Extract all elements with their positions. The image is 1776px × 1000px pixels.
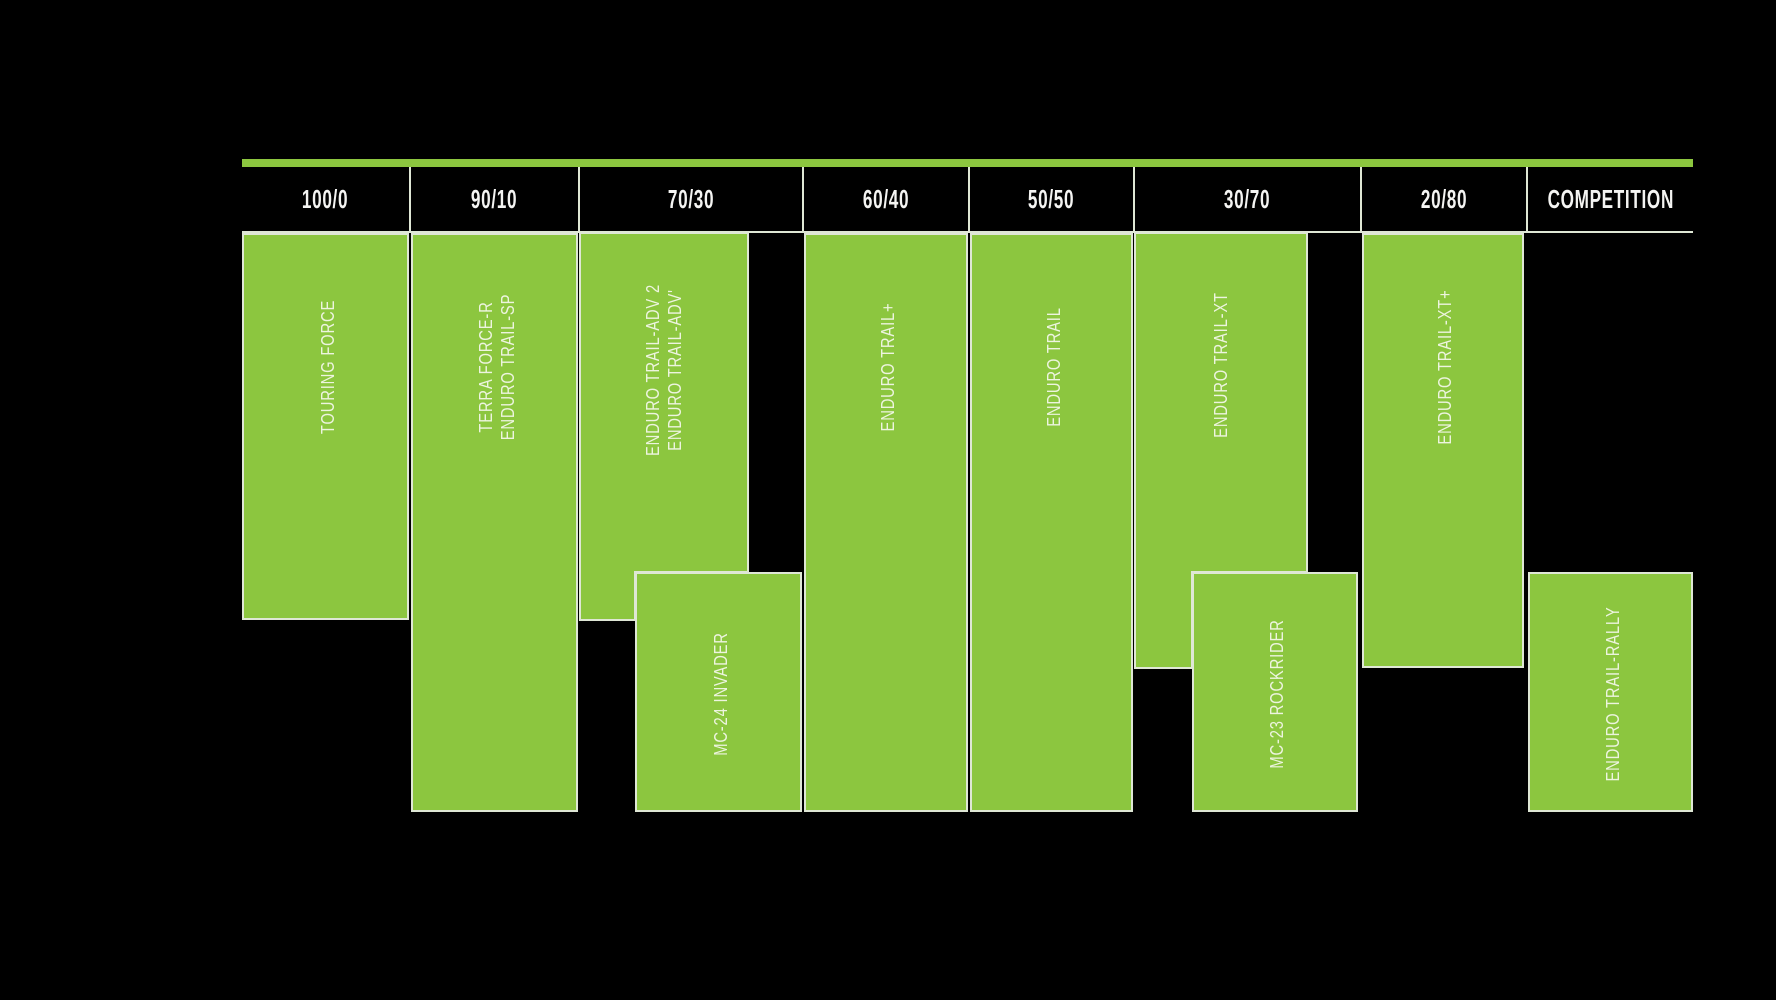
bar-enduro-trail-plus-label: ENDURO TRAIL+ xyxy=(878,302,898,432)
column-header-label: COMPETITION xyxy=(1547,183,1674,214)
column-header-50-50: 50/50 xyxy=(970,167,1135,231)
column-header-30-70: 30/70 xyxy=(1135,167,1362,231)
column-header-label: 20/80 xyxy=(1420,183,1468,214)
column-header-100-0: 100/0 xyxy=(242,167,411,231)
column-header-70-30: 70/30 xyxy=(580,167,804,231)
bar-mc-24-invader-label: MC-24 INVADER xyxy=(711,632,731,756)
column-header-20-80: 20/80 xyxy=(1362,167,1528,231)
bar-enduro-trail-rally-label: ENDURO TRAIL-RALLY xyxy=(1603,606,1623,782)
bar-enduro-trail-plus: ENDURO TRAIL+ xyxy=(804,233,968,812)
column-header-label: 60/40 xyxy=(862,183,910,214)
bar-enduro-trail: ENDURO TRAIL xyxy=(970,233,1133,812)
bar-touring-force-label: TOURING FORCE xyxy=(318,299,338,435)
column-header-90-10: 90/10 xyxy=(411,167,580,231)
bar-mc-24-invader: MC-24 INVADER xyxy=(635,572,802,812)
column-header-label: 100/0 xyxy=(302,183,349,214)
bar-enduro-trail-adv: ENDURO TRAIL-ADV 2 ENDURO TRAIL-ADV' xyxy=(579,232,749,621)
header-underline xyxy=(242,231,1693,233)
bar-mc-23-rockrider: MC-23 ROCKRIDER xyxy=(1192,572,1358,812)
column-header-label: 50/50 xyxy=(1028,183,1075,214)
bar-mc-23-rockrider-label: MC-23 ROCKRIDER xyxy=(1267,619,1287,769)
bar-terra-force-r-enduro-trail-sp: TERRA FORCE-R ENDURO TRAIL-SP xyxy=(411,233,578,812)
bar-enduro-trail-adv-label: ENDURO TRAIL-ADV 2 ENDURO TRAIL-ADV' xyxy=(643,284,685,456)
bar-enduro-trail-xt-label: ENDURO TRAIL-XT xyxy=(1211,292,1231,438)
bar-enduro-trail-xt-plus: ENDURO TRAIL-XT+ xyxy=(1362,233,1524,668)
bar-enduro-trail-rally: ENDURO TRAIL-RALLY xyxy=(1528,572,1693,812)
column-header-competition: COMPETITION xyxy=(1528,167,1693,231)
column-header-60-40: 60/40 xyxy=(804,167,970,231)
bar-touring-force: TOURING FORCE xyxy=(242,233,409,620)
bar-terra-force-r-enduro-trail-sp-label: TERRA FORCE-R ENDURO TRAIL-SP xyxy=(476,293,518,441)
bar-enduro-trail-label: ENDURO TRAIL xyxy=(1044,307,1064,427)
column-header-label: 30/70 xyxy=(1224,183,1271,214)
column-header-label: 90/10 xyxy=(471,183,518,214)
bar-enduro-trail-xt-plus-label: ENDURO TRAIL-XT+ xyxy=(1435,289,1455,445)
column-header-label: 70/30 xyxy=(667,183,715,214)
header-accent-rule xyxy=(242,159,1693,167)
